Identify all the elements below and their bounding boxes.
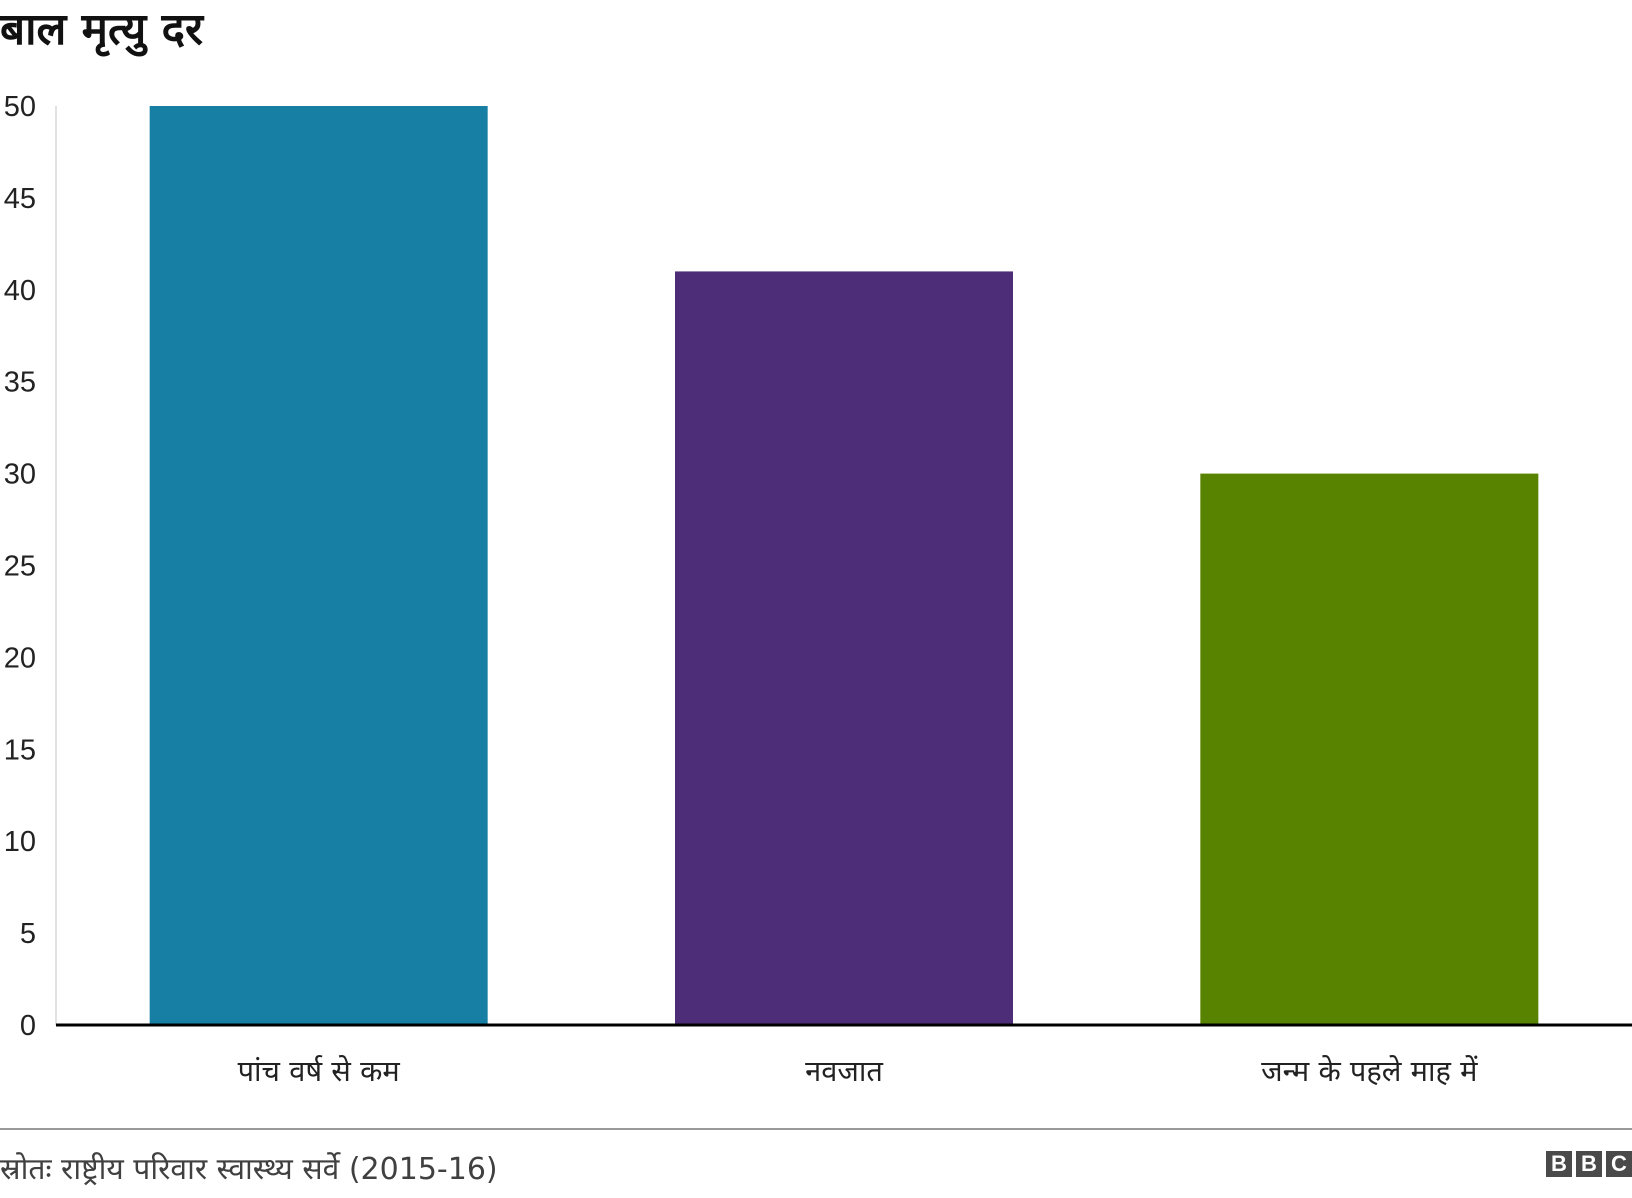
y-tick-label: 45 xyxy=(4,183,36,215)
y-tick-label: 20 xyxy=(4,642,36,674)
footer-divider xyxy=(0,1128,1632,1130)
bar xyxy=(149,106,488,1025)
bbc-logo-letter: B xyxy=(1546,1151,1572,1177)
y-tick-label: 25 xyxy=(4,551,36,583)
y-tick-label: 50 xyxy=(4,91,36,123)
y-tick-label: 5 xyxy=(20,918,36,950)
bbc-logo-letter: C xyxy=(1606,1151,1632,1177)
source-note: स्रोतः राष्ट्रीय परिवार स्वास्थ्य सर्वे … xyxy=(0,1152,498,1187)
y-tick-labels: 0 5 10 15 20 25 30 35 40 45 50 xyxy=(4,91,36,1042)
x-tick-label: नवजात xyxy=(805,1054,883,1088)
y-tick-label: 10 xyxy=(4,826,36,858)
bbc-logo-letter: B xyxy=(1576,1151,1602,1177)
y-tick-label: 30 xyxy=(4,459,36,491)
bar-chart: 0 5 10 15 20 25 30 35 40 45 50 पांच वर्ष से कम नवजा… xyxy=(4,91,1632,1088)
y-tick-label: 15 xyxy=(4,734,36,766)
y-tick-label: 35 xyxy=(4,367,36,399)
bbc-logo: B B C xyxy=(1546,1151,1632,1177)
y-tick-label: 40 xyxy=(4,275,36,307)
bars xyxy=(149,106,1539,1026)
chart-title: बाल मृत्यु दर xyxy=(0,4,203,55)
bar xyxy=(675,271,1013,1025)
x-tick-labels: पांच वर्ष से कम नवजात जन्म के पहले माह में xyxy=(238,1054,1479,1088)
bar xyxy=(1200,473,1539,1026)
y-tick-label: 0 xyxy=(20,1010,36,1042)
x-tick-label: जन्म के पहले माह में xyxy=(1261,1054,1478,1088)
x-tick-label: पांच वर्ष से कम xyxy=(238,1054,401,1088)
